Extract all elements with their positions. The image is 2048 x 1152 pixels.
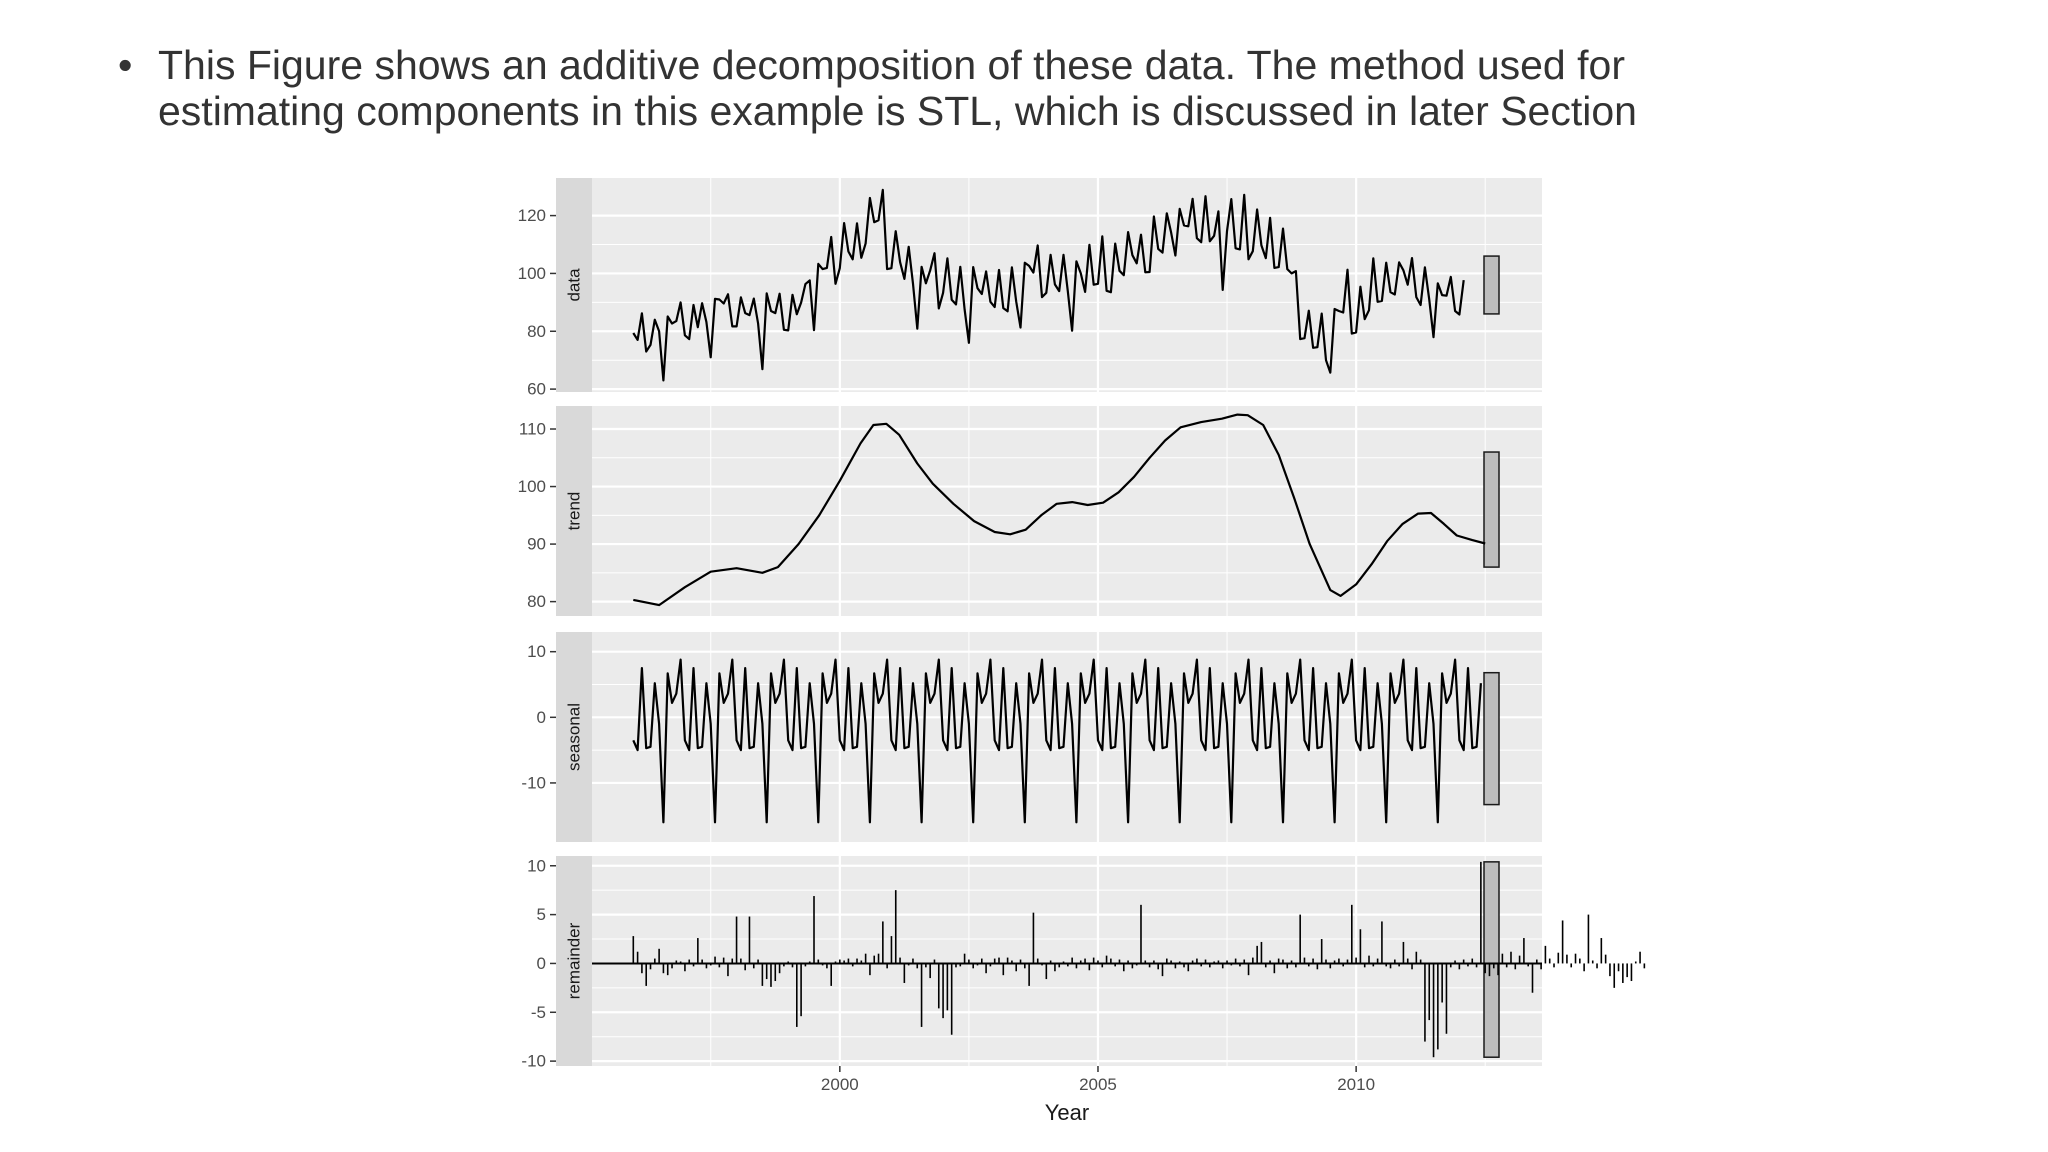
x-tick-label: 2000 xyxy=(821,1075,859,1094)
slide-bullet-text: • This Figure shows an additive decompos… xyxy=(118,42,1958,134)
y-tick-label: 0 xyxy=(537,708,546,727)
y-tick-label: 120 xyxy=(518,206,546,225)
y-tick-label: -10 xyxy=(521,1052,546,1071)
y-tick-label: 100 xyxy=(518,477,546,496)
strip-data xyxy=(556,178,592,392)
panel-bg-remainder xyxy=(592,856,1542,1066)
range-bar-seasonal xyxy=(1483,671,1500,806)
panel-bg-seasonal xyxy=(592,632,1542,842)
panel-trend: trend 80 90 100 110 xyxy=(518,406,1542,616)
y-tick-label: 80 xyxy=(527,322,546,341)
series-line-trend xyxy=(633,413,1486,607)
series-line-data xyxy=(632,188,1465,382)
bullet-line-2: estimating components in this example is… xyxy=(158,88,1637,134)
strip-label-seasonal: seasonal xyxy=(565,703,584,771)
y-tick-label: 80 xyxy=(527,592,546,611)
y-tick-label: 110 xyxy=(519,420,546,439)
y-tick-label: -5 xyxy=(531,1003,546,1022)
y-tick-label: 10 xyxy=(527,856,546,875)
x-axis-title: Year xyxy=(1045,1100,1089,1125)
y-tick-label: 0 xyxy=(537,954,546,973)
y-tick-label: 5 xyxy=(537,905,546,924)
x-tick-label: 2005 xyxy=(1079,1075,1117,1094)
range-bar-trend xyxy=(1483,451,1500,568)
panel-data: data 60 80 100 120 xyxy=(518,178,1542,399)
bullet-line-1: This Figure shows an additive decomposit… xyxy=(158,42,1625,88)
strip-label-data: data xyxy=(565,268,584,302)
series-line-seasonal xyxy=(632,658,1482,824)
bullet-glyph: • xyxy=(118,42,133,88)
strip-label-trend: trend xyxy=(565,492,584,531)
strip-label-remainder: remainder xyxy=(565,922,584,999)
panel-seasonal: seasonal -10 0 10 xyxy=(521,632,1542,842)
panel-bg-trend xyxy=(592,406,1542,616)
y-tick-label: -10 xyxy=(521,773,546,792)
x-tick-label: 2010 xyxy=(1337,1075,1375,1094)
range-bar-data xyxy=(1483,255,1500,315)
y-tick-label: 10 xyxy=(527,642,546,661)
range-bar-remainder xyxy=(1483,861,1500,1058)
y-tick-label: 100 xyxy=(518,264,546,283)
y-tick-label: 90 xyxy=(527,535,546,554)
panel-remainder: remainder -10 -5 0 5 10 xyxy=(521,856,1646,1071)
strip-remainder xyxy=(556,856,592,1066)
strip-seasonal xyxy=(556,632,592,842)
y-tick-label: 60 xyxy=(527,380,546,399)
strip-trend xyxy=(556,406,592,616)
